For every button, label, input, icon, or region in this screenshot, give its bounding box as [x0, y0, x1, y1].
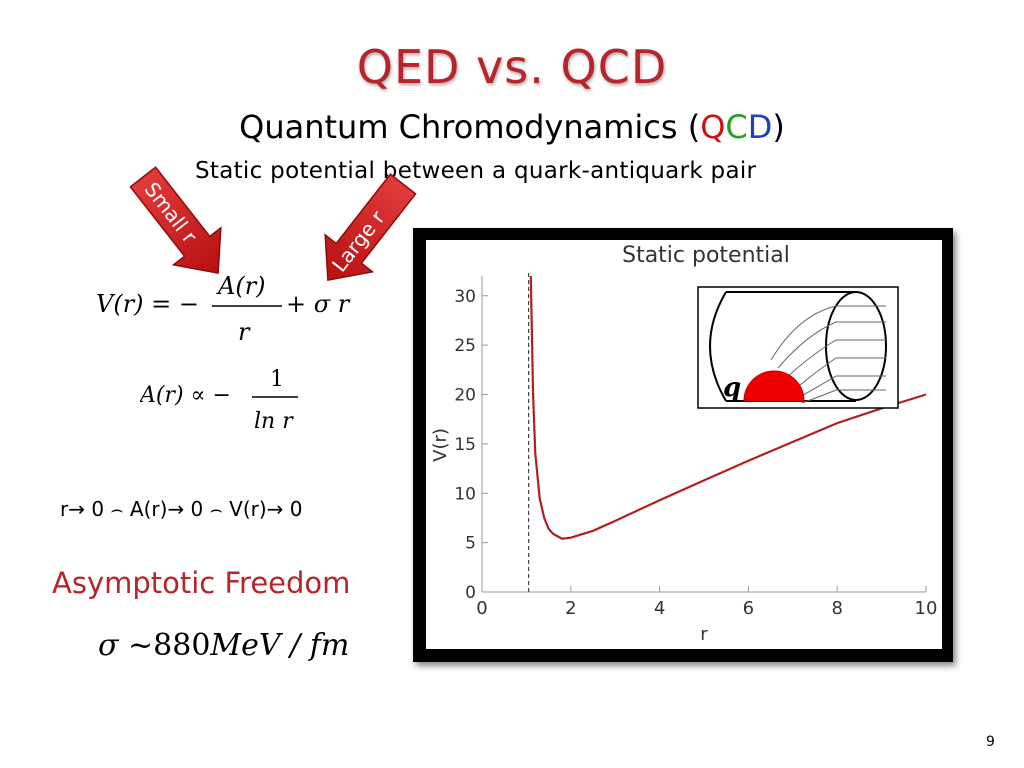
x-tick-label: 2 [565, 598, 576, 619]
subtitle-letter-q: Q [700, 108, 726, 146]
page-number: 9 [986, 734, 995, 750]
eq1-numerator: A(r) [216, 272, 266, 300]
y-tick-label: 15 [454, 435, 476, 455]
tagline: Static potential between a quark-antiqua… [195, 158, 757, 184]
eq2-numerator: 1 [270, 368, 284, 392]
y-tick-label: 5 [465, 534, 476, 554]
eq2-denominator: ln r [254, 409, 294, 434]
subtitle-close: ) [772, 108, 785, 146]
sigma-unit: MeV / fm [210, 628, 350, 663]
equation-coupling: A(r) ∝ − 1 ln r [138, 367, 340, 444]
sigma-symbol: σ ~ [98, 628, 154, 663]
eq1-denominator: r [238, 318, 251, 346]
chart-title: Static potential [622, 243, 790, 268]
x-tick-label: 0 [476, 598, 487, 619]
equation-potential-svg: V(r) = − A(r) r + σ r [96, 272, 351, 346]
x-tick-label: 4 [654, 598, 665, 619]
eq1-lhs: V(r) = − [96, 290, 199, 318]
x-tick-label: 6 [743, 598, 754, 619]
potential-curve [529, 275, 927, 540]
equation-coupling-svg: A(r) ∝ − 1 ln r [138, 367, 298, 434]
chart-xlabel: r [700, 624, 708, 645]
x-tick-label: 8 [831, 598, 842, 619]
tube-left-edge [709, 291, 727, 402]
quark-ball [743, 370, 805, 402]
tube-end-ellipse [825, 291, 887, 401]
chart-ticks: 0 2 4 6 8 10 0 5 10 15 20 25 30 [454, 287, 937, 619]
string-tension: σ ~880MeV / fm [98, 628, 349, 663]
y-tick-label: 25 [454, 336, 476, 356]
chart-ylabel: V(r) [430, 428, 451, 462]
slide-subtitle: Quantum Chromodynamics (QCD) [0, 108, 1024, 146]
subtitle-letter-d: D [747, 108, 773, 146]
slide-title: QED vs. QCD [356, 40, 668, 94]
static-potential-chart: Static potential 0 2 4 6 8 10 0 5 10 15 20 25 30 r V… [430, 243, 937, 645]
limit-statement: r→ 0 ⌢ A(r)→ 0 ⌢ V(r)→ 0 [60, 497, 303, 521]
sigma-value: 880 [153, 628, 211, 663]
y-tick-label: 20 [454, 386, 476, 406]
flux-tube-inset: q [697, 286, 899, 409]
asymptotic-freedom-label: Asymptotic Freedom [52, 566, 351, 600]
subtitle-text: Quantum Chromodynamics ( [239, 108, 701, 146]
x-tick-label: 10 [915, 598, 938, 619]
eq1-rhs: + σ r [286, 290, 351, 318]
eq2-lhs: A(r) ∝ − [140, 383, 231, 408]
y-tick-label: 0 [465, 583, 476, 603]
y-tick-label: 30 [454, 287, 476, 307]
equation-potential: V(r) = − A(r) r + σ r [96, 272, 396, 358]
chart-panel: Static potential 0 2 4 6 8 10 0 5 10 15 20 25 30 r V… [426, 240, 942, 649]
quark-label: q [723, 373, 741, 403]
subtitle-letter-c: C [725, 108, 748, 146]
chart-axes [481, 276, 926, 593]
large-r-arrow: Large r [324, 173, 417, 282]
y-tick-label: 10 [454, 484, 476, 504]
